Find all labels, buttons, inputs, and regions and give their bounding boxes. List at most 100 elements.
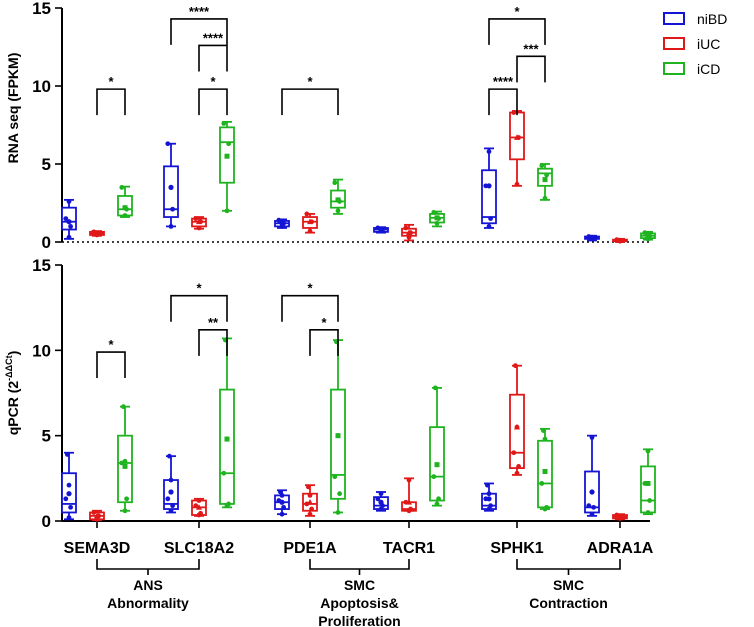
data-point	[539, 163, 545, 168]
mean-marker	[645, 233, 651, 239]
significance-slc18a2-iuc-icd: *	[198, 74, 228, 116]
mean-marker	[122, 205, 128, 211]
data-point	[224, 208, 230, 214]
data-point	[539, 481, 545, 486]
legend-swatch-icd	[663, 62, 685, 75]
mean-marker	[542, 469, 548, 475]
mean-marker	[406, 229, 412, 236]
significance-bracket	[281, 294, 339, 322]
legend-swatch-iuc	[663, 37, 685, 50]
significance-slc18a2-iuc-icd: **	[198, 315, 228, 356]
data-point	[122, 508, 128, 514]
x-tick-label-sphk1: SPHK1	[490, 540, 543, 557]
box-sema3d-nibd	[61, 451, 77, 521]
significance-label: ****	[493, 74, 514, 89]
data-point	[408, 506, 413, 512]
significance-pde1a-iuc-icd: *	[309, 315, 339, 356]
significance-sphk1-nibd-icd: *	[488, 4, 546, 45]
data-point	[511, 110, 517, 115]
legend: niBD iUC iCD	[663, 11, 727, 77]
box-tacr1-iuc	[401, 477, 417, 514]
group-bracket-ans	[96, 559, 200, 575]
y-tick-label: 15	[32, 256, 51, 275]
significance-label: *	[321, 315, 327, 330]
box-slc18a2-icd	[219, 337, 235, 509]
data-point	[307, 493, 313, 498]
mean-marker	[66, 491, 72, 497]
data-point	[544, 172, 549, 178]
mean-marker	[307, 499, 313, 505]
y-tick-label: 0	[42, 512, 51, 531]
mean-marker	[196, 504, 202, 510]
data-point	[335, 208, 341, 214]
group-label-ans-line2: Abnormality	[107, 595, 189, 611]
data-point	[307, 228, 313, 234]
mean-marker	[224, 153, 230, 159]
significance-sphk1-nibd-iuc: ****	[488, 74, 518, 116]
data-point	[122, 213, 128, 218]
box-body	[117, 434, 133, 504]
data-point	[485, 482, 490, 488]
x-tick-label-pde1a: PDE1A	[283, 540, 337, 557]
data-point	[544, 504, 549, 510]
data-point	[168, 224, 174, 229]
significance-label: ****	[203, 30, 224, 45]
mean-marker	[589, 234, 595, 240]
box-slc18a2-nibd	[163, 141, 179, 229]
data-point	[226, 501, 232, 507]
data-point	[335, 510, 341, 515]
data-point	[514, 470, 520, 476]
box-sphk1-nibd	[481, 147, 497, 229]
data-point	[514, 181, 520, 187]
significance-bracket	[198, 329, 228, 356]
box-tacr1-nibd	[373, 491, 389, 512]
group-label-apoptosis-line3: Proliferation	[318, 613, 400, 627]
data-point	[66, 515, 72, 520]
significance-slc18a2-iuc-icd: ****	[198, 30, 228, 72]
qpcr-y-axis-title: qPCR (2-ΔΔCt)	[4, 351, 21, 436]
box-tacr1-icd	[429, 209, 445, 228]
data-point	[486, 149, 492, 154]
group-bracket-smc-contraction	[516, 559, 621, 575]
data-point	[541, 428, 546, 433]
mean-marker	[168, 489, 174, 495]
data-point	[170, 206, 176, 212]
data-point	[406, 477, 412, 483]
y-tick-label: 0	[42, 233, 51, 252]
mean-marker	[617, 513, 623, 520]
box-body	[61, 206, 77, 231]
qpcr-y-axis-title-main: qPCR (2	[5, 381, 21, 436]
data-point	[66, 482, 72, 488]
box-adra1a-nibd	[584, 434, 600, 517]
qpcr-y-axis-title-sup: -ΔΔCt	[4, 355, 14, 380]
data-point	[309, 506, 314, 512]
box-adra1a-nibd	[584, 234, 600, 242]
mean-marker	[279, 499, 285, 505]
qpcr-y-axis-title-close: )	[5, 351, 21, 356]
data-point	[167, 453, 172, 459]
significance-label: *	[514, 4, 520, 19]
data-point	[168, 477, 174, 483]
significance-label: ****	[189, 4, 210, 19]
box-sphk1-icd	[537, 163, 553, 201]
legend-item-iuc: iUC	[663, 36, 720, 52]
mean-marker	[378, 226, 384, 233]
group-bracket-smc-apoptosis	[309, 559, 410, 575]
data-point	[516, 463, 521, 469]
data-point	[68, 504, 73, 510]
box-pde1a-icd	[330, 178, 346, 215]
data-point	[306, 484, 311, 490]
data-point	[434, 501, 440, 507]
box-adra1a-iuc	[612, 512, 628, 521]
legend-label-iuc: iUC	[697, 36, 720, 52]
mean-marker	[279, 220, 285, 226]
y-tick-label: 10	[32, 341, 51, 360]
data-point	[586, 503, 592, 509]
significance-bracket	[488, 88, 518, 116]
data-point	[406, 234, 412, 240]
legend-item-icd: iCD	[663, 61, 720, 77]
data-point	[403, 225, 409, 231]
